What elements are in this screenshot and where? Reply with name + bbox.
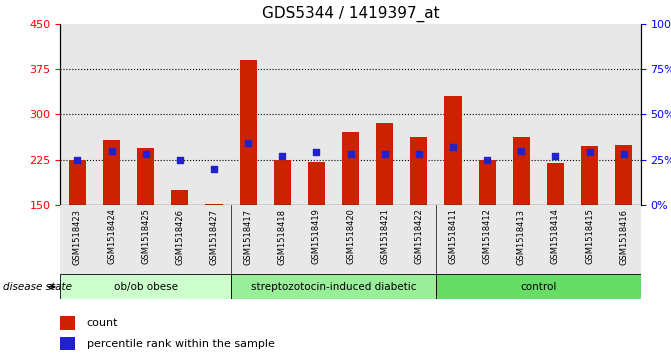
Bar — [274, 160, 291, 205]
Point — [345, 151, 356, 157]
Point — [379, 151, 390, 157]
Point — [482, 157, 493, 163]
Bar — [513, 137, 530, 205]
Bar — [60, 316, 75, 330]
Bar — [60, 24, 231, 205]
Point — [413, 151, 424, 157]
Bar — [205, 204, 223, 205]
Text: GSM1518417: GSM1518417 — [244, 208, 253, 265]
Text: percentile rank within the sample: percentile rank within the sample — [87, 339, 274, 348]
Text: count: count — [87, 318, 118, 328]
Bar — [342, 132, 359, 205]
Bar — [137, 148, 154, 205]
Text: GSM1518425: GSM1518425 — [141, 208, 150, 264]
Point — [516, 148, 527, 154]
Text: GSM1518415: GSM1518415 — [585, 208, 594, 264]
Point — [311, 150, 322, 155]
Bar — [444, 96, 462, 205]
Point — [72, 157, 83, 163]
Text: control: control — [520, 282, 556, 292]
Bar — [231, 24, 436, 205]
Point — [243, 140, 254, 146]
Point — [140, 151, 151, 157]
Point — [584, 150, 595, 155]
Bar — [69, 160, 86, 205]
Text: GSM1518419: GSM1518419 — [312, 208, 321, 264]
Bar — [103, 140, 120, 205]
Bar — [436, 24, 641, 205]
Text: GSM1518424: GSM1518424 — [107, 208, 116, 264]
Bar — [615, 144, 632, 205]
Point — [209, 166, 219, 172]
Bar — [231, 274, 436, 299]
Text: GSM1518413: GSM1518413 — [517, 208, 526, 265]
Text: GSM1518423: GSM1518423 — [73, 208, 82, 265]
Bar — [547, 163, 564, 205]
Text: GSM1518422: GSM1518422 — [415, 208, 423, 264]
Point — [277, 153, 288, 159]
Point — [106, 148, 117, 154]
Point — [550, 153, 561, 159]
Text: GSM1518416: GSM1518416 — [619, 208, 628, 265]
Bar — [240, 60, 257, 205]
Point — [448, 144, 458, 150]
Bar — [581, 146, 598, 205]
Text: GSM1518427: GSM1518427 — [209, 208, 219, 265]
Bar — [411, 137, 427, 205]
Text: disease state: disease state — [3, 282, 72, 292]
Text: GSM1518421: GSM1518421 — [380, 208, 389, 264]
Text: ob/ob obese: ob/ob obese — [114, 282, 178, 292]
Text: GSM1518418: GSM1518418 — [278, 208, 287, 265]
Text: GSM1518420: GSM1518420 — [346, 208, 355, 264]
Text: GSM1518411: GSM1518411 — [448, 208, 458, 264]
Bar — [171, 190, 189, 205]
Bar — [436, 274, 641, 299]
Title: GDS5344 / 1419397_at: GDS5344 / 1419397_at — [262, 6, 440, 22]
Bar — [308, 162, 325, 205]
Bar — [60, 274, 231, 299]
Text: GSM1518414: GSM1518414 — [551, 208, 560, 264]
Text: GSM1518426: GSM1518426 — [175, 208, 185, 265]
Point — [619, 151, 629, 157]
Bar — [60, 337, 75, 351]
Bar — [376, 123, 393, 205]
Bar — [478, 160, 496, 205]
Point — [174, 157, 185, 163]
Text: GSM1518412: GSM1518412 — [482, 208, 492, 264]
Text: streptozotocin-induced diabetic: streptozotocin-induced diabetic — [251, 282, 416, 292]
